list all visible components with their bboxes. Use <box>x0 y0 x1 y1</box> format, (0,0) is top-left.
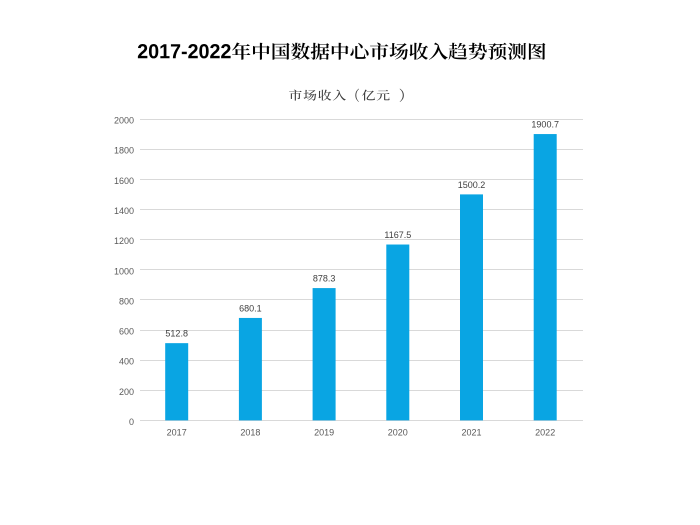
svg-text:2000: 2000 <box>114 116 134 126</box>
svg-text:1600: 1600 <box>114 176 134 186</box>
svg-text:2017: 2017 <box>167 427 187 437</box>
svg-text:2018: 2018 <box>240 427 260 437</box>
svg-text:1200: 1200 <box>114 236 134 246</box>
svg-text:1000: 1000 <box>114 266 134 276</box>
svg-text:200: 200 <box>119 387 134 397</box>
svg-text:1800: 1800 <box>114 146 134 156</box>
svg-text:2021: 2021 <box>461 427 481 437</box>
svg-text:1900.7: 1900.7 <box>531 120 559 130</box>
svg-text:878.3: 878.3 <box>313 274 336 284</box>
svg-text:512.8: 512.8 <box>165 329 188 339</box>
svg-text:400: 400 <box>119 357 134 367</box>
svg-text:1167.5: 1167.5 <box>384 230 411 240</box>
svg-text:1500.2: 1500.2 <box>458 180 486 190</box>
svg-text:2022: 2022 <box>535 427 555 437</box>
svg-text:1400: 1400 <box>114 206 134 216</box>
svg-text:680.1: 680.1 <box>239 303 262 313</box>
svg-text:2020: 2020 <box>388 427 408 437</box>
svg-text:800: 800 <box>119 296 134 306</box>
svg-text:2019: 2019 <box>314 427 334 437</box>
svg-text:600: 600 <box>119 327 134 337</box>
svg-text:0: 0 <box>129 417 134 427</box>
